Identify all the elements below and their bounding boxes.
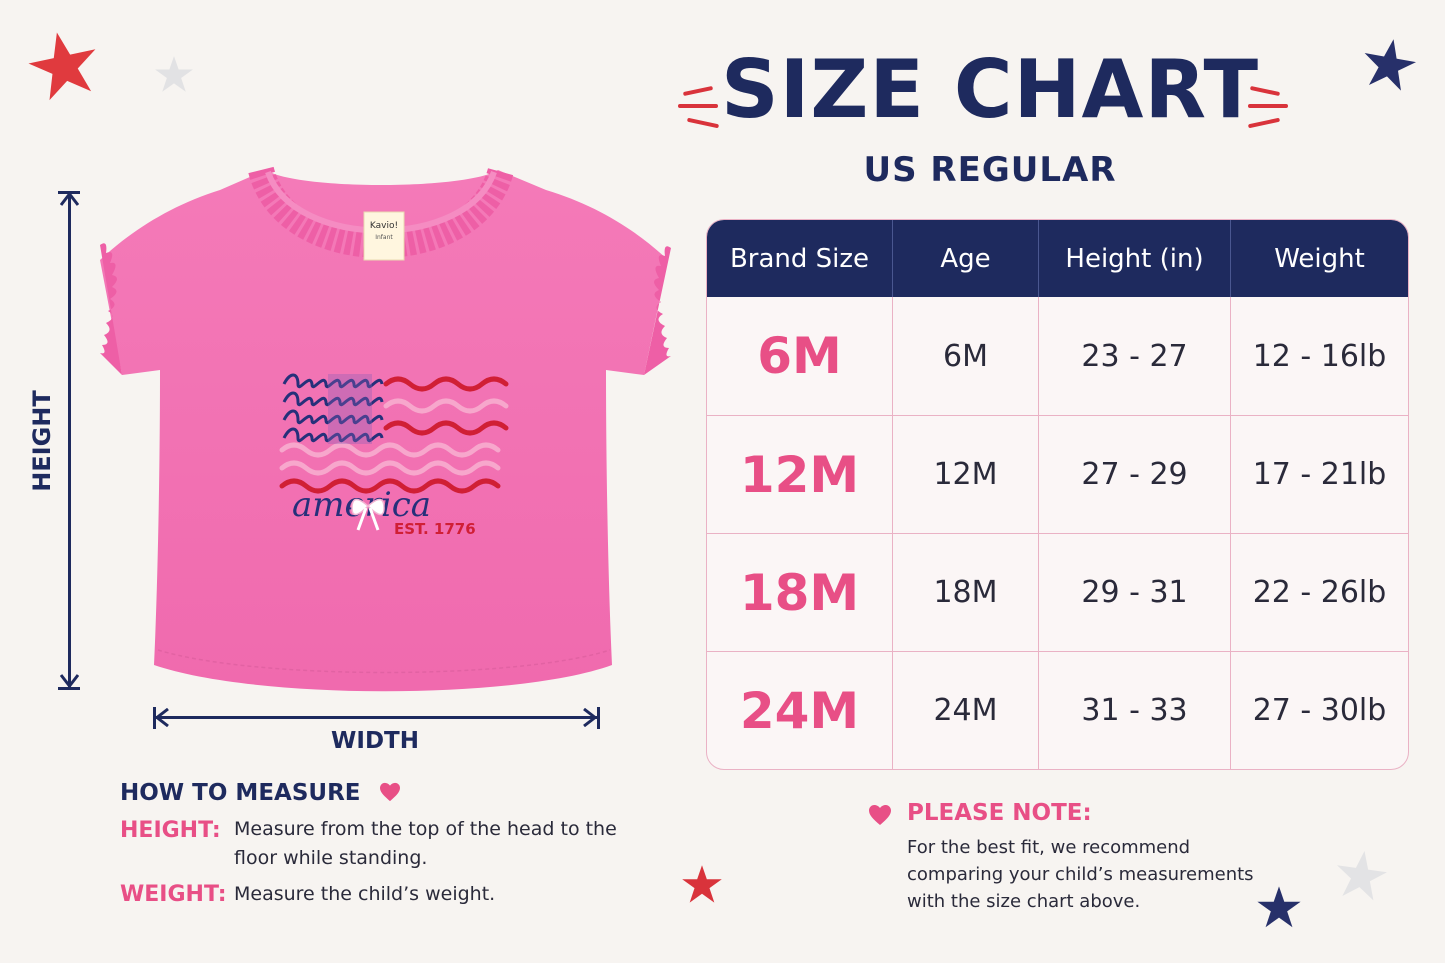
red-star-icon [682,865,722,903]
grey-star-icon [155,56,193,92]
table-row: 24M 24M 31 - 33 27 - 30lb [707,651,1408,769]
arrow-up-icon [60,192,79,206]
flag-embroidery [279,376,509,494]
sleeve-ruffle-right [644,246,671,375]
measure-key-weight: WEIGHT: [120,882,227,907]
weight-cell: 17 - 21lb [1252,457,1387,492]
tag-line: Infant [375,234,393,241]
red-star-icon [28,32,96,101]
weight-cell: 12 - 16lb [1252,338,1387,374]
weight-cell: 27 - 30lb [1252,693,1387,728]
age-cell: 18M [893,534,1039,651]
column-header-age: Age [893,220,1039,297]
print-est: EST. 1776 [394,520,476,538]
navy-star-icon [1257,886,1301,928]
height-cell: 27 - 29 [1039,416,1231,533]
arrow-left-icon [155,708,169,727]
column-header-height: Height (in) [1039,220,1231,297]
measure-text-height-line1: Measure from the top of the head to the [234,818,617,840]
navy-star-icon [1364,39,1417,91]
tag-brand: Kavio! [370,221,398,231]
arrow-right-icon [583,708,597,727]
height-cell: 29 - 31 [1039,534,1231,651]
size-table: Brand Size Age Height (in) Weight 6M 6M … [706,219,1409,770]
brand-size-cell: 24M [707,652,893,769]
column-header-brand-size: Brand Size [707,220,893,297]
table-row: 18M 18M 29 - 31 22 - 26lb [707,533,1408,651]
heart-icon [379,782,400,802]
table-row: 6M 6M 23 - 27 12 - 16lb [707,297,1408,415]
width-arrow-cap [597,707,600,729]
title-accent-dash [1248,104,1288,108]
column-header-weight: Weight [1274,243,1365,274]
flag-canton [282,373,384,443]
brand-size-cell: 6M [707,297,893,415]
measure-key-height: HEIGHT: [120,818,221,843]
measure-text-weight: Measure the child’s weight. [234,883,496,905]
heart-icon [869,805,891,825]
measure-text-height-line2: floor while standing. [234,847,428,869]
height-cell: 23 - 27 [1039,297,1231,415]
please-note-text: For the best fit, we recommend comparing… [907,837,1254,912]
brand-size-cell: 12M [707,416,893,533]
tshirt-image: Kavio! Infant america EST. 1776 [100,166,671,692]
age-cell: 24M [893,652,1039,769]
weight-cell: 22 - 26lb [1252,575,1387,610]
grey-star-icon [1337,851,1387,901]
age-cell: 12M [893,416,1039,533]
title-accent-dash [678,104,718,108]
brand-size-cell: 18M [707,534,893,651]
how-to-measure-title-text: HOW TO MEASURE [120,780,361,806]
table-header: Brand Size Age Height (in) Weight [707,220,1408,297]
height-arrow-cap [58,687,80,690]
height-label: HEIGHT [28,390,56,492]
how-to-measure-title: HOW TO MEASURE [120,780,401,806]
width-label: WIDTH [331,728,419,754]
table-row: 12M 12M 27 - 29 17 - 21lb [707,415,1408,533]
width-arrow-cap [153,707,156,729]
page-title: SIZE CHART [720,43,1260,136]
page-subtitle: US REGULAR [863,150,1117,190]
height-cell: 31 - 33 [1039,652,1231,769]
sleeve-ruffle-left [100,243,122,375]
measure-text-height: Measure from the top of the head to the … [234,815,634,873]
height-arrow [68,192,71,689]
arrow-down-icon [60,674,79,688]
please-note-title: PLEASE NOTE: [907,800,1092,826]
width-arrow [154,716,598,719]
age-cell: 6M [893,297,1039,415]
bow-icon [351,498,385,531]
